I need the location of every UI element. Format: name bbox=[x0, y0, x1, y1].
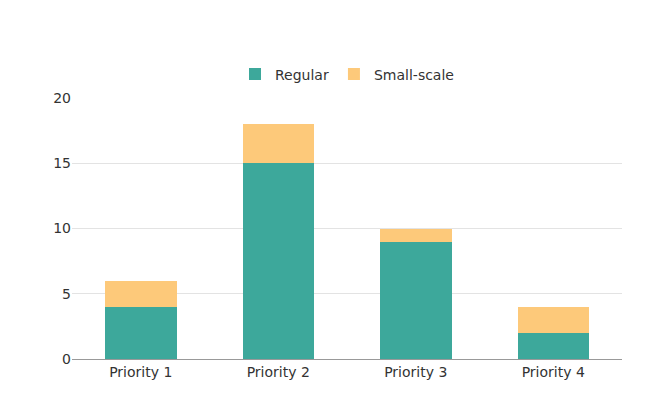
svg-text:Priority 1: Priority 1 bbox=[109, 364, 172, 380]
svg-text:10: 10 bbox=[53, 220, 71, 236]
svg-text:Priority 4: Priority 4 bbox=[522, 364, 585, 380]
svg-text:Regular: Regular bbox=[275, 67, 329, 83]
svg-text:15: 15 bbox=[53, 155, 71, 171]
svg-text:5: 5 bbox=[62, 286, 71, 302]
svg-text:Priority 3: Priority 3 bbox=[384, 364, 447, 380]
svg-text:20: 20 bbox=[53, 90, 71, 106]
svg-text:0: 0 bbox=[62, 351, 71, 367]
svg-text:Priority 2: Priority 2 bbox=[247, 364, 310, 380]
svg-text:Small-scale: Small-scale bbox=[374, 67, 454, 83]
